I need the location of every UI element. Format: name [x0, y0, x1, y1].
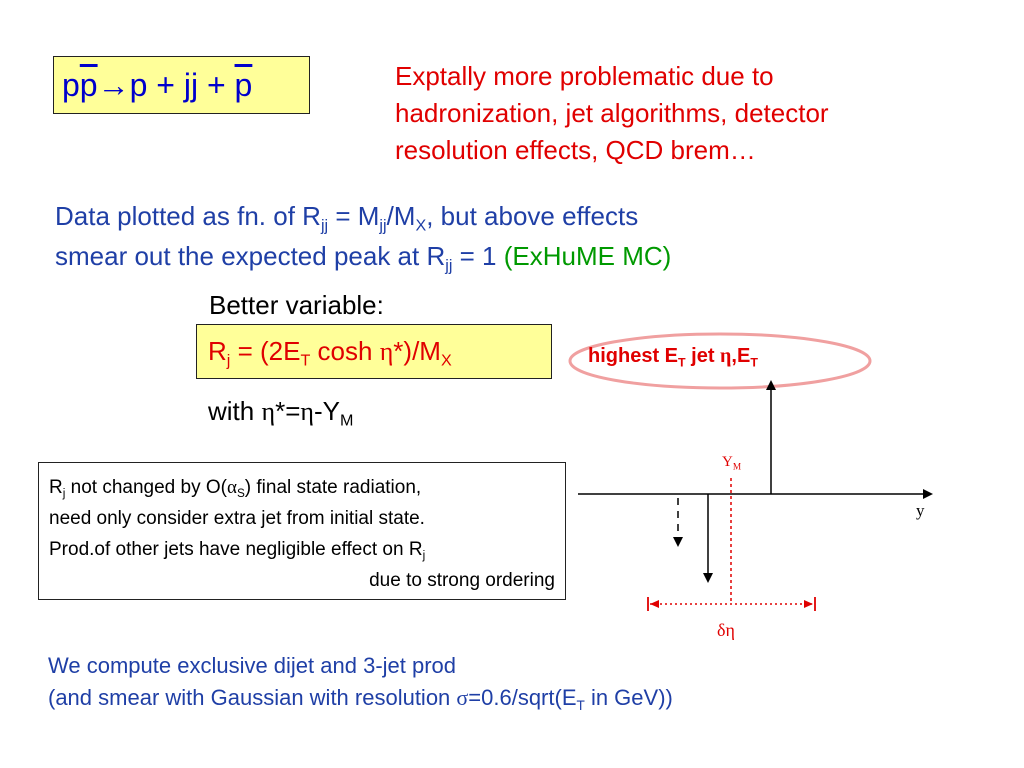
- data-plotted-text: Data plotted as fn. of Rjj = Mjj/MX, but…: [55, 196, 671, 276]
- subscript: jj: [379, 216, 387, 235]
- note-line: due to strong ordering: [369, 570, 555, 591]
- subscript: j: [62, 487, 66, 501]
- ym-label: YM: [722, 454, 742, 473]
- eta-symbol: η: [720, 345, 732, 367]
- text-run: = (2E: [230, 336, 301, 366]
- subscript: S: [236, 487, 245, 501]
- text-run: = M: [328, 201, 380, 231]
- subscript: jj: [320, 216, 329, 235]
- text-run: Prod.of other jets have negligible effec…: [49, 539, 423, 560]
- rapidity-diagram: [568, 332, 933, 611]
- subscript: j: [422, 549, 426, 563]
- delta-eta-label: δη: [717, 620, 735, 640]
- mc-label: (ExHuME MC): [503, 241, 672, 271]
- text-run: (and smear with Gaussian with resolution: [48, 685, 457, 710]
- eta-symbol: η: [261, 397, 276, 426]
- text-run: R: [208, 336, 227, 366]
- experimental-note-line: Exptally more problematic due to: [395, 61, 774, 91]
- highest-jet-highlight: [568, 332, 872, 390]
- text-run: , but above effects: [426, 201, 639, 231]
- delta-eta-right-arrowhead: [804, 600, 813, 608]
- bottom-line-1: We compute exclusive dijet and 3-jet pro…: [48, 653, 457, 678]
- text-run: with: [208, 396, 262, 426]
- radiation-note-box: Rj not changed by O(αS) final state radi…: [38, 462, 566, 600]
- text-run: = 1: [452, 241, 504, 271]
- formula-box: Rj = (2ET cosh η*)/MX: [196, 324, 552, 379]
- subscript: X: [440, 351, 452, 370]
- y-axis-label: y: [916, 501, 925, 520]
- text-run: in GeV)): [584, 685, 673, 710]
- alpha-symbol: α: [226, 477, 237, 498]
- text-run: *=: [275, 396, 301, 426]
- subscript: M: [732, 462, 742, 473]
- text-run: highest E: [588, 345, 679, 367]
- reaction-pbar: p: [79, 67, 98, 103]
- experimental-note: Exptally more problematic due to hadroni…: [395, 58, 995, 169]
- text-run: ,E: [731, 345, 751, 367]
- text-run: /M: [386, 201, 416, 231]
- reaction-pbar-final: p: [234, 67, 253, 103]
- subscript: M: [340, 411, 354, 430]
- text-run: Data plotted as fn. of R: [55, 201, 321, 231]
- eta-symbol: η: [300, 397, 314, 426]
- better-variable-heading: Better variable:: [209, 290, 384, 320]
- experimental-note-line: resolution effects, QCD brem…: [395, 135, 756, 165]
- text-run: cosh: [310, 336, 380, 366]
- text-run: not changed by O(: [65, 477, 227, 498]
- subscript: X: [415, 216, 427, 235]
- highest-jet-label: highest ET jet η,ET: [588, 345, 758, 370]
- note-line: Prod.of other jets have negligible effec…: [49, 534, 555, 565]
- note-line: Rj not changed by O(αS) final state radi…: [49, 472, 555, 503]
- text-run: jet: [685, 345, 721, 367]
- subscript: T: [678, 355, 686, 370]
- subscript: jj: [445, 256, 453, 275]
- bottom-text: We compute exclusive dijet and 3-jet pro…: [48, 650, 673, 714]
- data-plotted-line-2: smear out the expected peak at Rjj = 1 (…: [55, 236, 671, 276]
- subscript: T: [750, 355, 758, 370]
- reaction-arrow: →: [97, 67, 130, 103]
- reaction-box: pp→p + jj + p: [53, 56, 310, 114]
- text-run: ) final state radiation,: [244, 477, 422, 498]
- reaction-rest: p + jj +: [129, 67, 235, 103]
- text-run: *)/M: [393, 336, 441, 366]
- data-plotted-line-1: Data plotted as fn. of Rjj = Mjj/MX, but…: [55, 196, 671, 236]
- sigma-symbol: σ: [456, 685, 469, 710]
- bottom-line-2: (and smear with Gaussian with resolution…: [48, 682, 673, 714]
- text-run: -Y: [314, 396, 340, 426]
- experimental-note-line: hadronization, jet algorithms, detector: [395, 98, 829, 128]
- note-line: need only consider extra jet from initia…: [49, 508, 425, 529]
- eta-star-definition: with η*=η-YM: [208, 396, 354, 430]
- eta-symbol: η: [379, 337, 394, 366]
- text-run: =0.6/sqrt(E: [468, 685, 577, 710]
- text-run: R: [49, 477, 63, 498]
- delta-eta-left-arrowhead: [650, 600, 659, 608]
- text-run: smear out the expected peak at R: [55, 241, 446, 271]
- text-run: Y: [722, 454, 733, 470]
- subscript: T: [300, 351, 311, 370]
- subscript: j: [226, 351, 231, 370]
- subscript: T: [576, 697, 585, 713]
- reaction-p: p: [62, 67, 80, 103]
